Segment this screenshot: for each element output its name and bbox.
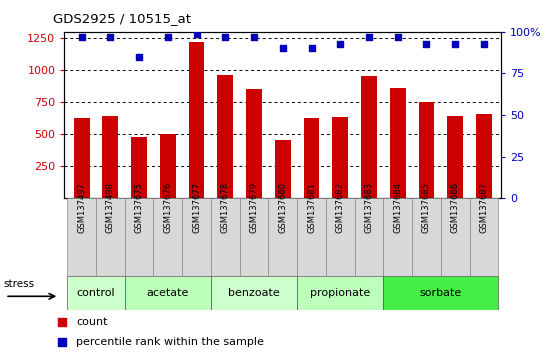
Point bbox=[58, 339, 67, 344]
Bar bbox=[441, 198, 470, 276]
Point bbox=[365, 34, 374, 40]
Bar bbox=[418, 102, 435, 198]
Text: GSM137686: GSM137686 bbox=[451, 182, 460, 233]
Bar bbox=[160, 134, 176, 198]
Bar bbox=[67, 276, 125, 310]
Bar bbox=[153, 198, 182, 276]
Text: GSM137687: GSM137687 bbox=[479, 182, 488, 233]
Text: propionate: propionate bbox=[310, 288, 370, 298]
Text: GSM137680: GSM137680 bbox=[278, 182, 287, 233]
Bar bbox=[304, 118, 319, 198]
Bar bbox=[297, 198, 326, 276]
Point bbox=[336, 41, 345, 46]
Bar bbox=[189, 42, 204, 198]
Text: GSM137677: GSM137677 bbox=[192, 182, 201, 233]
Bar bbox=[354, 198, 384, 276]
Bar bbox=[67, 198, 96, 276]
Text: stress: stress bbox=[3, 279, 34, 289]
Point bbox=[250, 34, 259, 40]
Text: GSM137683: GSM137683 bbox=[365, 182, 374, 233]
Point bbox=[422, 41, 431, 46]
Bar bbox=[297, 276, 384, 310]
Text: control: control bbox=[77, 288, 115, 298]
Text: GSM137497: GSM137497 bbox=[77, 182, 86, 233]
Bar bbox=[447, 116, 463, 198]
Bar bbox=[361, 76, 377, 198]
Point bbox=[192, 31, 201, 36]
Bar bbox=[240, 198, 268, 276]
Bar bbox=[384, 198, 412, 276]
Bar bbox=[182, 198, 211, 276]
Bar bbox=[470, 198, 498, 276]
Bar bbox=[275, 140, 291, 198]
Point bbox=[451, 41, 460, 46]
Text: GSM137679: GSM137679 bbox=[250, 182, 259, 233]
Bar bbox=[102, 116, 118, 198]
Point bbox=[106, 34, 115, 40]
Text: GSM137498: GSM137498 bbox=[106, 182, 115, 233]
Text: GSM137678: GSM137678 bbox=[221, 182, 230, 233]
Point bbox=[164, 34, 172, 40]
Text: GSM137675: GSM137675 bbox=[134, 182, 143, 233]
Text: acetate: acetate bbox=[147, 288, 189, 298]
Text: count: count bbox=[76, 317, 108, 327]
Text: sorbate: sorbate bbox=[420, 288, 462, 298]
Bar bbox=[326, 198, 354, 276]
Bar bbox=[125, 276, 211, 310]
Bar bbox=[211, 198, 240, 276]
Text: GSM137676: GSM137676 bbox=[164, 182, 172, 233]
Bar bbox=[390, 88, 405, 198]
Bar bbox=[125, 198, 153, 276]
Point bbox=[479, 41, 488, 46]
Bar bbox=[476, 114, 492, 198]
Text: GDS2925 / 10515_at: GDS2925 / 10515_at bbox=[53, 12, 191, 25]
Bar bbox=[333, 117, 348, 198]
Point bbox=[307, 46, 316, 51]
Bar bbox=[246, 90, 262, 198]
Bar bbox=[96, 198, 125, 276]
Text: benzoate: benzoate bbox=[228, 288, 280, 298]
Bar bbox=[384, 276, 498, 310]
Point bbox=[393, 34, 402, 40]
Text: percentile rank within the sample: percentile rank within the sample bbox=[76, 337, 264, 347]
Point bbox=[221, 34, 230, 40]
Bar bbox=[217, 75, 233, 198]
Text: GSM137685: GSM137685 bbox=[422, 182, 431, 233]
Bar bbox=[211, 276, 297, 310]
Point bbox=[58, 319, 67, 325]
Bar bbox=[74, 118, 90, 198]
Text: GSM137682: GSM137682 bbox=[336, 182, 345, 233]
Point bbox=[278, 46, 287, 51]
Text: GSM137681: GSM137681 bbox=[307, 182, 316, 233]
Bar bbox=[131, 137, 147, 198]
Text: GSM137684: GSM137684 bbox=[393, 182, 402, 233]
Point bbox=[77, 34, 86, 40]
Point bbox=[134, 54, 143, 59]
Bar bbox=[412, 198, 441, 276]
Bar bbox=[268, 198, 297, 276]
